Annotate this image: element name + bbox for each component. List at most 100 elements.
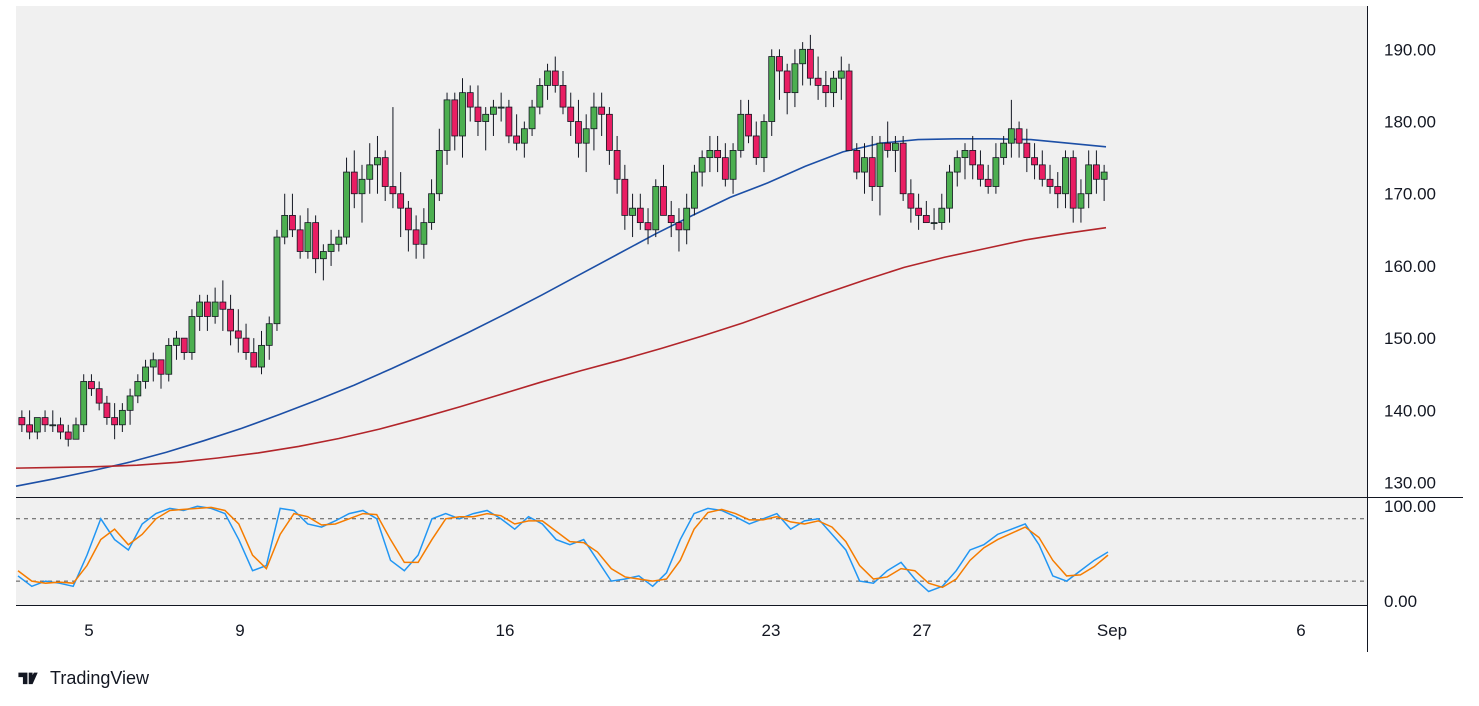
candle-body [1038, 164, 1046, 180]
candle [567, 92, 575, 136]
candle [1023, 128, 1031, 173]
candle-body [528, 106, 536, 130]
candle [520, 121, 528, 158]
candle-body [977, 164, 984, 180]
candle-body [984, 178, 992, 187]
date-tick-label: 27 [913, 621, 932, 640]
candle-body [1062, 157, 1069, 195]
candle [273, 229, 281, 331]
candle [88, 374, 95, 396]
candle [126, 388, 134, 425]
candle [729, 143, 737, 194]
candle [1093, 150, 1100, 194]
candle-body [126, 395, 134, 411]
candle-body [1054, 186, 1062, 195]
candle [335, 229, 343, 252]
candle [1038, 150, 1046, 187]
candle [165, 338, 173, 382]
candle-body [598, 106, 606, 115]
candle-body [103, 402, 111, 418]
candle [536, 78, 544, 115]
candle-body [482, 113, 490, 122]
candle-body [629, 207, 636, 216]
candle-body [520, 128, 528, 144]
candle [188, 309, 196, 360]
candle [822, 70, 830, 108]
candle-body [273, 236, 281, 325]
candle-body [196, 301, 204, 317]
candle [930, 208, 938, 230]
candle [1007, 99, 1015, 158]
candle-body [412, 229, 420, 245]
candle-body [582, 128, 590, 144]
candle-body [18, 417, 26, 426]
candle-body [95, 388, 103, 404]
candle [706, 135, 714, 173]
candle-body [899, 142, 907, 195]
candle [814, 56, 822, 100]
candle-body [822, 85, 830, 94]
candle [103, 395, 111, 425]
candle-body [1023, 142, 1031, 159]
candle [374, 135, 381, 194]
candle-body [776, 56, 783, 72]
candle [884, 121, 892, 158]
candle [598, 92, 606, 136]
price-tick-label: 180.00 [1384, 113, 1436, 132]
candle [1046, 164, 1054, 194]
candle-body [443, 99, 451, 151]
candle [683, 193, 691, 245]
candle-body [876, 142, 884, 187]
candle [953, 150, 961, 187]
candle-body [915, 207, 923, 216]
candle [250, 338, 258, 368]
candle [497, 92, 505, 122]
candle-body [783, 70, 791, 94]
oscillator-plot-background [16, 497, 1367, 605]
candle-body [289, 214, 296, 231]
candle-body [381, 157, 389, 187]
date-tick-label: Sep [1097, 621, 1127, 640]
candle-body [1015, 128, 1023, 144]
candle-body [343, 171, 350, 238]
candle-body [64, 431, 72, 440]
candle-body [613, 150, 621, 180]
candle-body [466, 92, 474, 108]
candle [513, 114, 521, 151]
candle [621, 164, 629, 230]
candle [922, 200, 930, 224]
candle-body [304, 222, 312, 252]
price-tick-label: 170.00 [1384, 185, 1436, 204]
candle [142, 359, 149, 389]
candle-body [397, 193, 405, 209]
candle-body [312, 222, 320, 260]
candle-body [389, 186, 397, 195]
candle-body [335, 236, 343, 245]
candle-body [760, 121, 768, 159]
candle-body [868, 157, 876, 187]
candle-body [72, 424, 80, 440]
candle-body [142, 366, 149, 382]
candle-body [752, 135, 760, 159]
candle [118, 403, 126, 433]
candle-body [714, 150, 722, 159]
candle [196, 294, 204, 331]
candle-body [173, 337, 180, 346]
candle-body [234, 330, 242, 339]
candle-body [57, 424, 64, 433]
candle-body [203, 301, 211, 317]
candle-body [946, 171, 953, 209]
candle-body [938, 207, 946, 224]
candle-body [497, 106, 505, 109]
candle-body [404, 207, 412, 231]
candle [234, 309, 242, 353]
candle [783, 63, 791, 115]
candle [26, 410, 33, 440]
candle-body [1007, 128, 1015, 144]
candle-body [953, 157, 961, 173]
candle [946, 164, 953, 223]
candle-body [837, 70, 845, 79]
candle-body [366, 164, 374, 180]
date-tick-label: 23 [762, 621, 781, 640]
